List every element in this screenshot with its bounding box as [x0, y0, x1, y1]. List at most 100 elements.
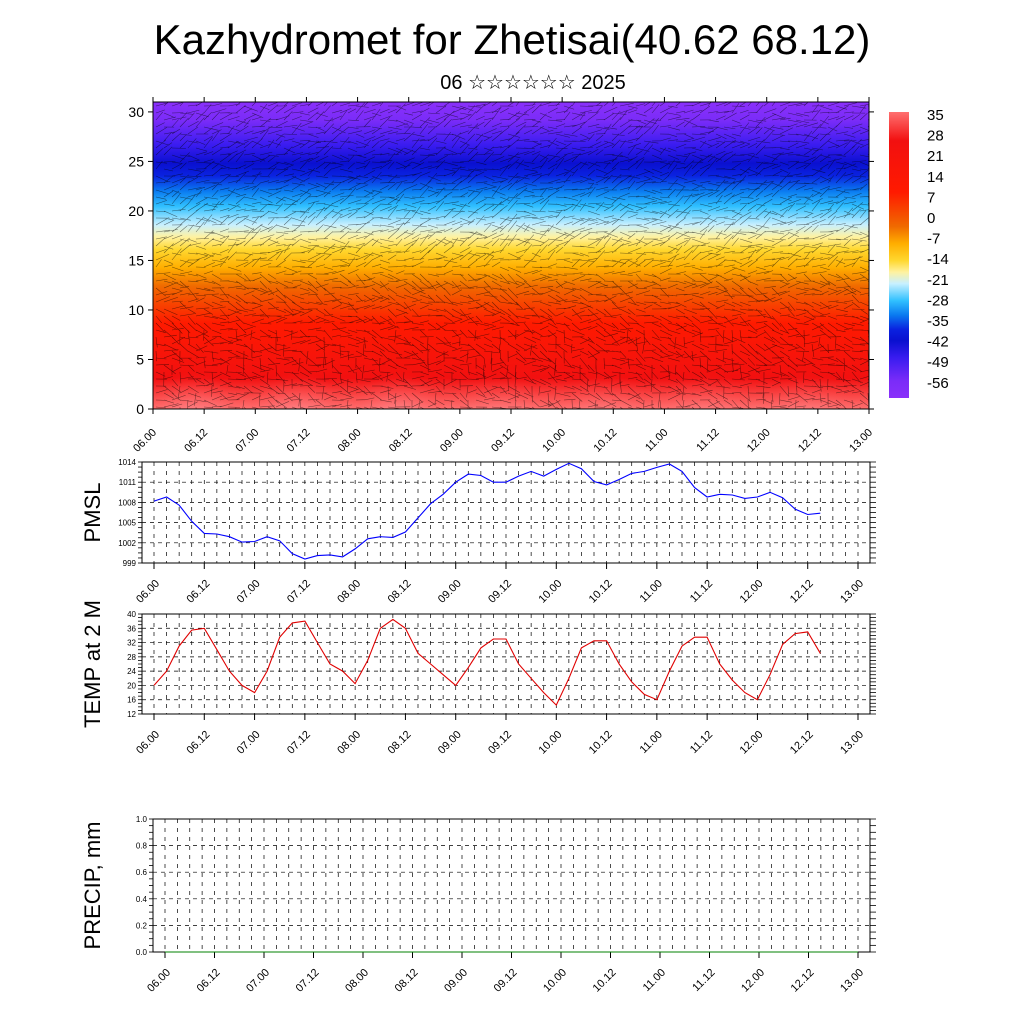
x-tick-label: 07.00: [235, 578, 263, 606]
y-tick-label: 0: [136, 401, 144, 417]
x-tick-label: 09.00: [436, 578, 464, 606]
x-tick-label: 09.00: [442, 967, 470, 995]
colorbar-label: -21: [927, 272, 949, 289]
x-tick-label: 12.00: [745, 427, 773, 455]
x-tick-label: 09.00: [438, 427, 466, 455]
y-tick-label: 20: [128, 203, 144, 219]
y-tick-label: 24: [127, 667, 136, 676]
x-tick-label: 06.12: [184, 729, 212, 757]
x-tick-label: 11.12: [690, 967, 717, 994]
y-tick-label: 0.2: [136, 921, 148, 930]
heatmap-panel: 0 5 10 15 20 25 30 06.00 06.12 07.00 07.12 08.00 08.…: [128, 97, 875, 455]
x-tick-label: 13.00: [847, 427, 875, 455]
x-tick-label: 12.12: [796, 427, 824, 455]
x-tick-label: 11.12: [694, 427, 721, 454]
precip-panel: 0.0 0.2 0.4 0.6 0.8 1.0 06.00 06.12 07.00 07.12 08…: [80, 815, 876, 995]
colorbar-swatch: [889, 112, 909, 398]
y-tick-label: 20: [127, 681, 136, 690]
x-tick-label: 06.00: [134, 578, 162, 606]
x-tick-label: 08.00: [336, 427, 364, 455]
x-tick-label: 09.12: [486, 578, 514, 606]
x-tick-label: 10.00: [536, 729, 564, 757]
y-tick-label: 1008: [118, 498, 136, 507]
x-tick-label: 06.12: [195, 967, 223, 995]
warm-surface-cell: [250, 347, 343, 409]
x-tick-label: 12.00: [738, 578, 766, 606]
x-tick-label: 10.12: [591, 967, 619, 995]
x-tick-label: 08.12: [393, 967, 421, 995]
axis-title: PMSL: [80, 483, 105, 543]
panel-frame: [141, 461, 871, 564]
x-tick-label: 08.12: [386, 729, 414, 757]
y-tick-label: 1002: [118, 539, 136, 548]
x-tick-label: 12.12: [788, 578, 816, 606]
x-tick-label: 06.12: [182, 427, 210, 455]
y-tick-label: 30: [128, 104, 144, 120]
series-line: [153, 618, 821, 707]
y-tick-label: 25: [128, 153, 144, 169]
y-tick-label: 1011: [119, 478, 137, 487]
chart-title: Kazhydromet for Zhetisai(40.62 68.12): [153, 16, 871, 63]
y-tick-label: 40: [127, 610, 136, 619]
y-tick-label: 5: [136, 351, 144, 367]
x-tick-label: 06.12: [184, 578, 212, 606]
x-tick-label: 06.00: [131, 427, 159, 455]
x-tick-label: 12.12: [788, 729, 816, 757]
colorbar-label: 0: [927, 210, 935, 227]
x-tick-label: 09.12: [489, 427, 517, 455]
warm-surface-cell: [153, 347, 241, 409]
x-tick-label: 10.12: [591, 427, 619, 455]
x-tick-label: 08.00: [335, 578, 363, 606]
temp-panel: 12 16 20 24 28 32 36 40 06.00 06.12 07.00 07.12 08.0…: [80, 600, 876, 757]
y-tick-label: 0.4: [136, 895, 148, 904]
colorbar-label: 35: [927, 107, 944, 124]
colorbar-label: -14: [927, 251, 949, 268]
axis-title: TEMP at 2 M: [80, 600, 105, 728]
y-tick-label: 28: [127, 653, 136, 662]
colorbar-label: -49: [927, 354, 949, 371]
y-tick-label: 12: [127, 710, 136, 719]
x-tick-label: 11.00: [638, 578, 665, 605]
x-tick-label: 11.12: [688, 578, 715, 605]
x-tick-label: 09.00: [436, 729, 464, 757]
colorbar-label: -7: [927, 231, 940, 248]
colorbar-label: 28: [927, 128, 944, 145]
colorbar-label: 21: [927, 148, 944, 165]
axis-title: PRECIP, mm: [80, 822, 105, 950]
x-tick-label: 08.00: [343, 967, 371, 995]
x-tick-label: 09.12: [486, 729, 514, 757]
x-tick-label: 11.00: [641, 967, 668, 994]
x-tick-label: 11.12: [688, 729, 715, 756]
x-tick-label: 07.00: [235, 729, 263, 757]
x-tick-label: 06.00: [134, 729, 162, 757]
colorbar-label: 14: [927, 169, 944, 186]
colorbar-label: -42: [927, 334, 949, 351]
y-tick-label: 16: [127, 696, 136, 705]
y-tick-label: 0.8: [136, 842, 148, 851]
x-tick-label: 11.00: [638, 729, 665, 756]
x-tick-label: 10.00: [536, 578, 564, 606]
x-tick-label: 08.12: [387, 427, 415, 455]
y-tick-label: 0.0: [136, 948, 148, 957]
x-tick-label: 07.12: [285, 427, 313, 455]
colorbar-label: -56: [927, 375, 949, 392]
x-tick-label: 13.00: [838, 967, 866, 995]
x-tick-label: 12.00: [739, 967, 767, 995]
warm-surface-cell: [352, 347, 445, 409]
x-tick-label: 07.00: [244, 967, 272, 995]
x-tick-label: 07.12: [285, 578, 313, 606]
x-tick-label: 07.00: [233, 427, 261, 455]
x-tick-label: 10.00: [540, 427, 568, 455]
y-tick-label: 15: [128, 252, 144, 268]
x-tick-label: 13.00: [838, 578, 866, 606]
x-tick-label: 12.00: [738, 729, 766, 757]
y-tick-label: 1014: [118, 458, 136, 467]
y-tick-label: 10: [128, 302, 144, 318]
y-tick-label: 36: [127, 624, 136, 633]
x-tick-label: 13.00: [838, 729, 866, 757]
x-tick-label: 10.12: [587, 578, 615, 606]
x-tick-label: 09.12: [492, 967, 520, 995]
y-tick-label: 1.0: [136, 815, 148, 824]
x-tick-label: 10.00: [541, 967, 569, 995]
